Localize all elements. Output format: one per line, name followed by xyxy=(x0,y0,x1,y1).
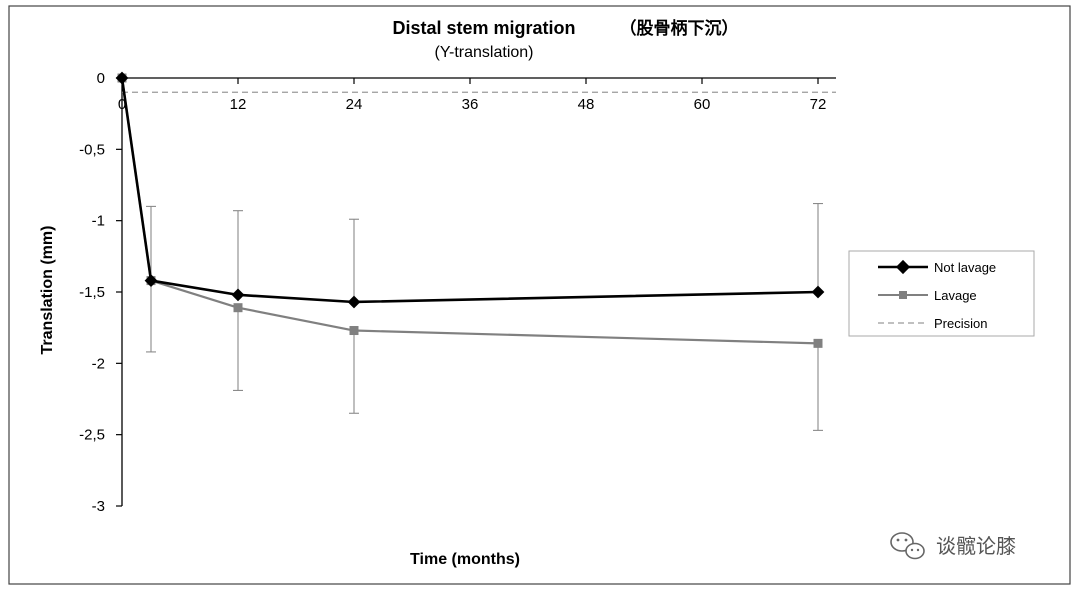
y-tick-label: -1 xyxy=(92,213,105,230)
series-layer xyxy=(115,71,825,348)
error-bars xyxy=(146,202,823,431)
x-tick-label: 36 xyxy=(462,96,479,113)
legend-label-not-lavage: Not lavage xyxy=(934,260,996,275)
data-point-lavage xyxy=(813,338,823,348)
x-axis-label: Time (months) xyxy=(410,551,520,568)
data-point-lavage xyxy=(233,303,243,313)
watermark: 谈髋论膝 xyxy=(890,532,1016,560)
y-tick-label: 0 xyxy=(97,70,105,87)
y-axis-label: Translation (mm) xyxy=(39,226,56,355)
data-point-not-lavage xyxy=(347,295,361,309)
chart-subtitle: (Y-translation) xyxy=(434,44,533,61)
data-point-not-lavage xyxy=(144,274,158,287)
y-tick-label: -0,5 xyxy=(79,141,105,158)
y-tick-label: -3 xyxy=(92,498,105,515)
chart-title: Distal stem migration xyxy=(392,18,575,38)
legend-marker-lavage xyxy=(899,291,907,299)
x-tick-label: 0 xyxy=(118,96,126,113)
legend: Not lavage Lavage Precision xyxy=(848,250,1035,337)
y-tick-label: -2,5 xyxy=(79,427,105,444)
x-tick-label: 60 xyxy=(694,96,711,113)
wechat-icon xyxy=(890,532,925,560)
legend-label-precision: Precision xyxy=(934,316,987,331)
y-tick-label: -1,5 xyxy=(79,284,105,301)
legend-label-lavage: Lavage xyxy=(934,288,977,303)
x-tick-label: 24 xyxy=(346,96,363,113)
legend-marker-not-lavage xyxy=(895,259,911,275)
y-tick-label: -2 xyxy=(92,355,105,372)
x-tick-label: 72 xyxy=(810,96,827,113)
data-point-not-lavage xyxy=(231,288,245,302)
chart-title-cn: （股骨柄下沉） xyxy=(620,18,739,39)
watermark-text: 谈髋论膝 xyxy=(936,534,1016,558)
x-tick-label: 48 xyxy=(578,96,595,113)
x-tick-label: 12 xyxy=(230,96,247,113)
axes: 0 -0,5 -1 -1,5 -2 -2,5 -3 0 12 24 36 48 60 72 xyxy=(79,70,836,515)
data-point-lavage xyxy=(349,326,359,336)
legend-box xyxy=(848,250,1035,337)
